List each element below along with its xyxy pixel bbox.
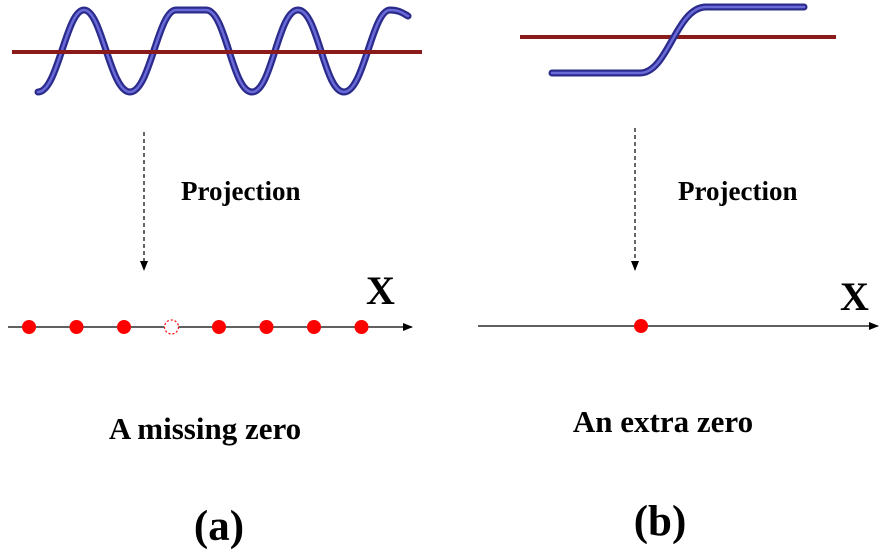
zero-marker [634, 319, 648, 333]
zero-marker [212, 320, 226, 334]
panel-b: Projection X An extra zero (b) [478, 3, 879, 545]
panel-b-axis-label: X [840, 274, 869, 319]
panel-b-caption: An extra zero [573, 404, 753, 439]
panel-a-axis-label: X [366, 268, 395, 313]
panel-a-label: (a) [194, 503, 244, 550]
panel-a-wave [12, 6, 422, 96]
zero-marker [22, 320, 36, 334]
panel-b-zeros [634, 319, 648, 333]
zero-marker [117, 320, 131, 334]
zero-marker [259, 320, 274, 334]
zero-marker [307, 320, 321, 334]
panel-a: Projection X A missing zero (a) [8, 6, 422, 550]
panel-a-projection-label: Projection [181, 176, 300, 206]
panel-a-caption: A missing zero [109, 411, 301, 446]
missing-zero-marker [163, 319, 180, 335]
panel-a-zeros [22, 319, 369, 335]
panel-b-label: (b) [634, 498, 687, 545]
panel-b-kink [520, 3, 836, 77]
zero-marker [69, 320, 84, 334]
panel-b-projection-label: Projection [678, 176, 797, 206]
zero-marker [354, 320, 369, 334]
